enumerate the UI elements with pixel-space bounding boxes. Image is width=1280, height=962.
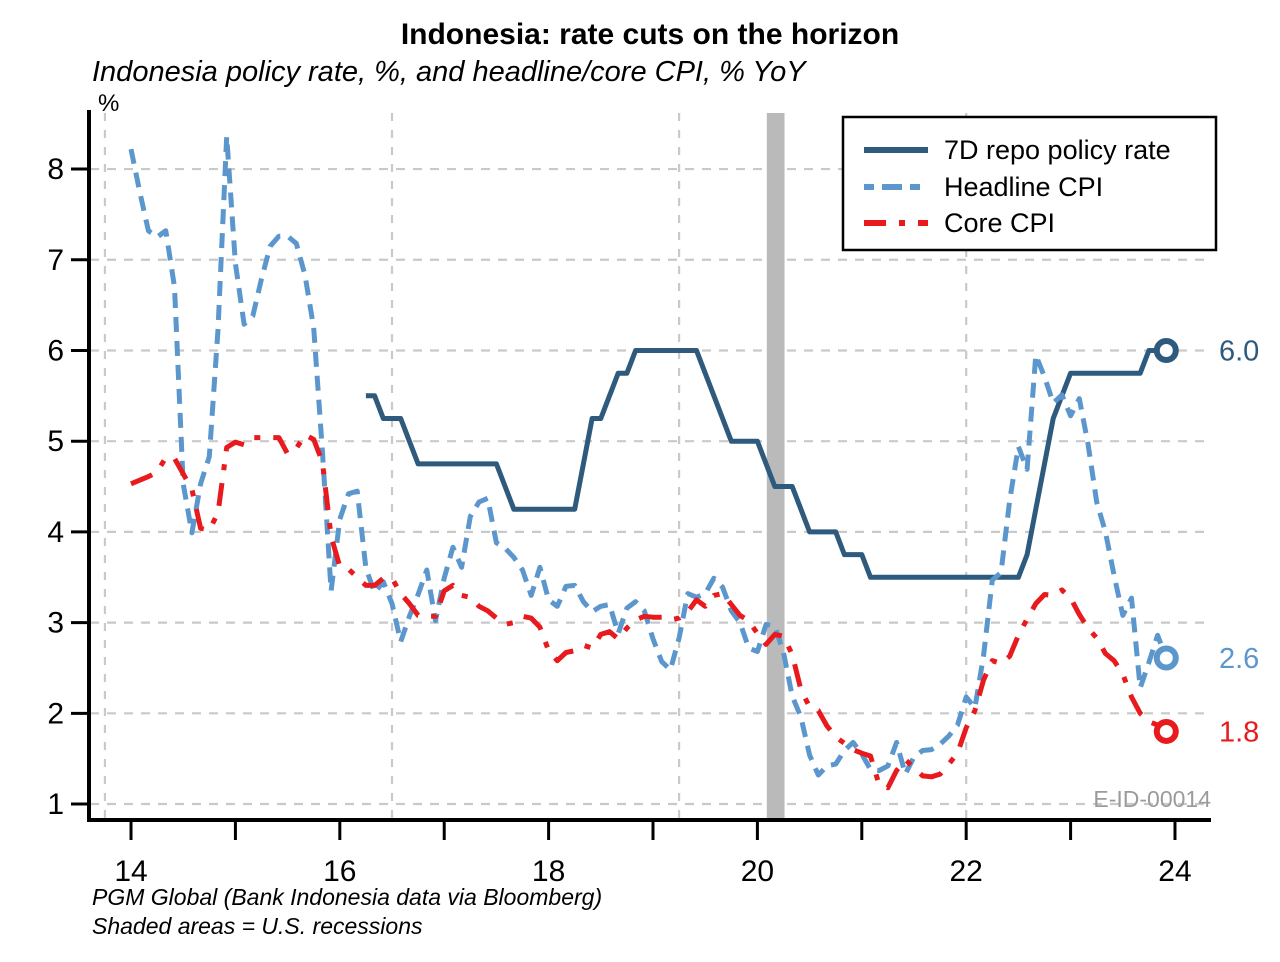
watermark: E-ID-00014 bbox=[1093, 786, 1211, 812]
series-end-value-label: 2.6 bbox=[1219, 643, 1259, 675]
y-tick-label: 5 bbox=[47, 425, 64, 458]
y-tick-label: 3 bbox=[47, 607, 64, 640]
legend-label: Headline CPI bbox=[944, 172, 1103, 202]
legend-label: 7D repo policy rate bbox=[944, 135, 1171, 165]
x-tick-label: 14 bbox=[114, 855, 147, 888]
y-tick-label: 7 bbox=[47, 244, 64, 277]
chart-title: Indonesia: rate cuts on the horizon bbox=[401, 18, 899, 51]
shading-note: Shaded areas = U.S. recessions bbox=[92, 913, 423, 939]
core-cpi-end-marker bbox=[1153, 718, 1179, 744]
y-tick-label: 1 bbox=[47, 788, 64, 821]
series-end-value-label: 6.0 bbox=[1219, 335, 1259, 367]
x-tick-label: 16 bbox=[323, 855, 356, 888]
core-cpi-line bbox=[130, 432, 1168, 791]
legend-label: Core CPI bbox=[944, 208, 1055, 238]
headline-cpi-end-marker bbox=[1153, 645, 1179, 671]
y-tick-label: 6 bbox=[47, 334, 64, 367]
x-tick-label: 24 bbox=[1158, 855, 1191, 888]
x-tick-label: 20 bbox=[741, 855, 774, 888]
legend-box bbox=[841, 115, 1218, 252]
x-tick-label: 18 bbox=[532, 855, 565, 888]
x-tick-label: 22 bbox=[950, 855, 983, 888]
policy-rate-line bbox=[365, 348, 1167, 580]
y-axis-unit-label: % bbox=[98, 90, 119, 117]
chart-subtitle: Indonesia policy rate, %, and headline/c… bbox=[92, 56, 808, 88]
y-tick-label: 4 bbox=[47, 516, 64, 549]
y-tick-label: 8 bbox=[47, 153, 64, 186]
plot-area: 1 2 3 4 5 6 7 8 14 16 18 20 22 24 6.0 2.6 1.8 7D repo pol… bbox=[47, 110, 1259, 888]
headline-cpi-line bbox=[128, 133, 1169, 778]
policy-rate-end-marker bbox=[1153, 337, 1179, 363]
y-tick-label: 2 bbox=[47, 697, 64, 730]
source-note: PGM Global (Bank Indonesia data via Bloo… bbox=[92, 884, 602, 910]
series-end-value-label: 1.8 bbox=[1219, 716, 1259, 748]
